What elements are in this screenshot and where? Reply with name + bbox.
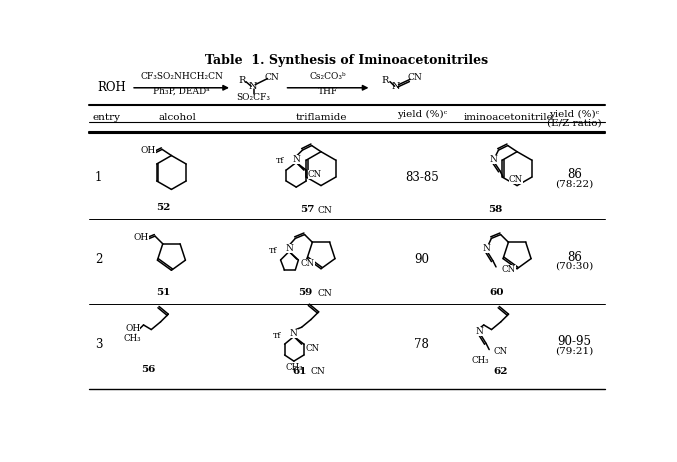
Text: entry: entry <box>92 113 121 122</box>
Text: Tf: Tf <box>276 157 284 165</box>
Text: CN: CN <box>301 259 315 268</box>
Text: (70:30): (70:30) <box>555 262 594 271</box>
Text: N: N <box>476 327 484 335</box>
Text: CN: CN <box>408 73 422 81</box>
Text: 78: 78 <box>414 338 429 351</box>
Text: CH₃: CH₃ <box>471 356 489 365</box>
Text: iminoacetonitrile: iminoacetonitrile <box>464 113 553 122</box>
Text: 90: 90 <box>414 253 429 266</box>
Text: 61: 61 <box>292 367 307 376</box>
Text: R: R <box>238 76 246 85</box>
Text: 57: 57 <box>300 205 314 214</box>
Text: 3: 3 <box>95 338 102 351</box>
Text: CN: CN <box>508 175 523 184</box>
Text: 51: 51 <box>156 288 171 297</box>
Text: CN: CN <box>305 344 320 353</box>
Text: CN: CN <box>318 206 332 215</box>
Text: R: R <box>382 76 389 85</box>
Text: CH₃: CH₃ <box>285 363 303 372</box>
Text: 2: 2 <box>95 253 102 266</box>
Text: OH: OH <box>133 233 148 242</box>
Text: CN: CN <box>310 367 325 377</box>
Text: CN: CN <box>502 265 516 274</box>
Text: THF: THF <box>318 87 338 96</box>
Text: (E/Z ratio): (E/Z ratio) <box>547 119 602 128</box>
Text: N: N <box>490 155 498 164</box>
Text: N: N <box>392 82 400 91</box>
Text: Tf: Tf <box>269 247 278 255</box>
Text: ROH: ROH <box>97 81 126 94</box>
Text: 58: 58 <box>488 205 502 214</box>
Text: N: N <box>292 155 300 164</box>
Text: yield (%)ᶜ: yield (%)ᶜ <box>549 110 600 119</box>
Text: alcohol: alcohol <box>158 113 196 122</box>
Text: OH: OH <box>140 146 156 155</box>
Text: Tf: Tf <box>274 333 282 340</box>
Text: CN: CN <box>318 289 332 298</box>
Text: CN: CN <box>494 347 508 356</box>
Text: CN: CN <box>265 73 280 81</box>
Text: SO₂CF₃: SO₂CF₃ <box>236 92 271 102</box>
Text: Table  1. Synthesis of Iminoacetonitriles: Table 1. Synthesis of Iminoacetonitriles <box>205 55 488 67</box>
Text: 83-85: 83-85 <box>405 170 439 183</box>
Text: triflamide: triflamide <box>295 113 347 122</box>
Text: Cs₂CO₃ᵇ: Cs₂CO₃ᵇ <box>309 72 347 81</box>
Text: yield (%)ᶜ: yield (%)ᶜ <box>397 110 447 119</box>
Text: N: N <box>248 82 257 91</box>
Text: 1: 1 <box>95 170 102 183</box>
Text: 56: 56 <box>141 365 155 374</box>
Text: 86: 86 <box>567 168 582 181</box>
Text: Ph₃P, DEADᵃ: Ph₃P, DEADᵃ <box>153 87 210 96</box>
Text: 62: 62 <box>494 367 508 376</box>
Text: 60: 60 <box>489 288 504 297</box>
Text: N: N <box>290 329 298 338</box>
Text: CF₃SO₂NHCH₂CN: CF₃SO₂NHCH₂CN <box>140 72 223 81</box>
Text: 86: 86 <box>567 251 582 264</box>
Text: N: N <box>483 244 491 253</box>
Text: 90-95: 90-95 <box>557 335 592 348</box>
Text: CH₃: CH₃ <box>124 334 141 343</box>
Text: (78:22): (78:22) <box>555 180 594 188</box>
Text: 59: 59 <box>299 288 313 297</box>
Text: N: N <box>285 244 293 253</box>
Text: (79:21): (79:21) <box>555 346 594 356</box>
Text: CN: CN <box>308 170 322 179</box>
Text: 52: 52 <box>156 203 171 212</box>
Text: OH: OH <box>125 323 140 333</box>
